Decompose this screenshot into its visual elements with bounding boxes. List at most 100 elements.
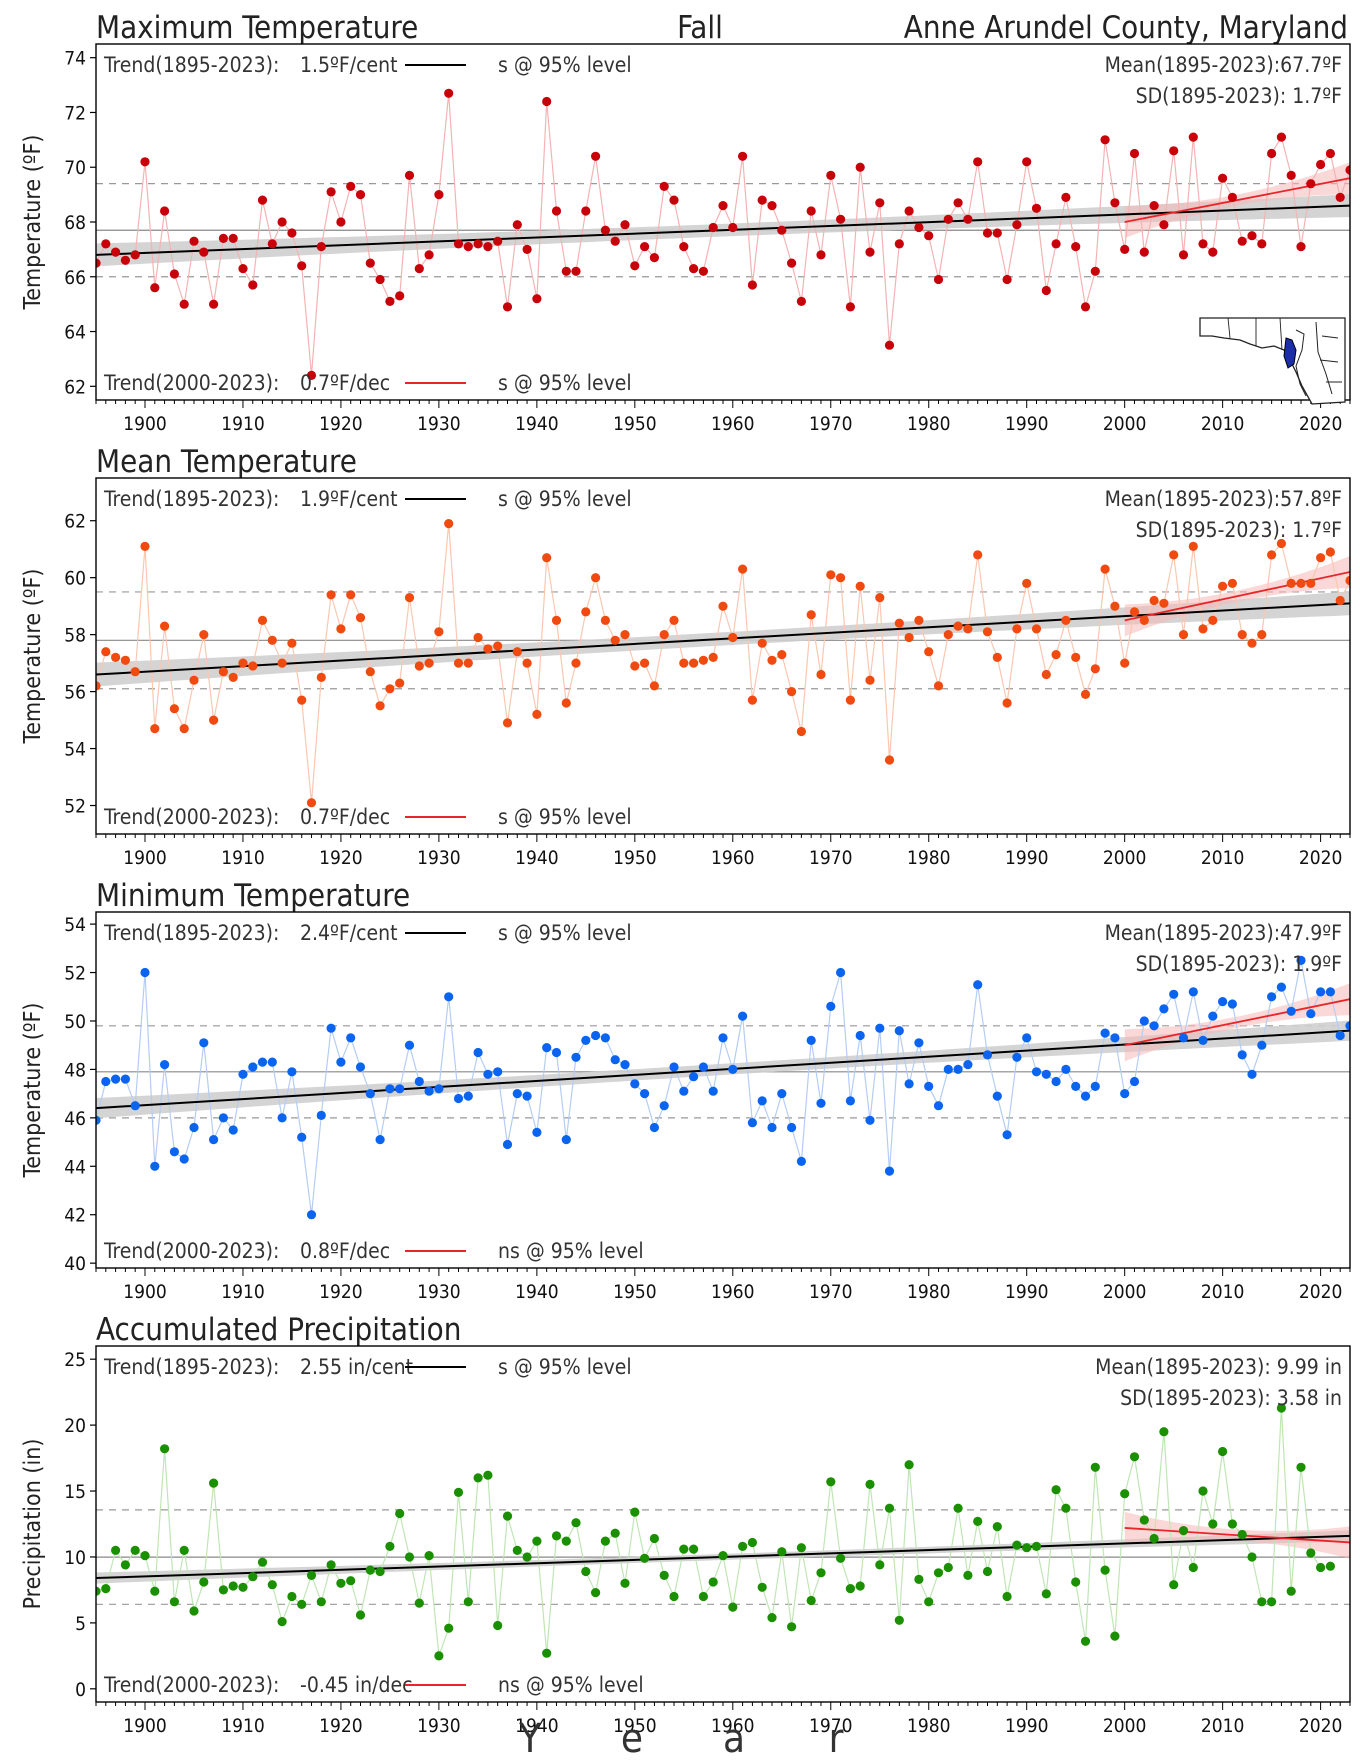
data-point bbox=[581, 607, 591, 617]
data-point bbox=[728, 632, 738, 643]
data-point bbox=[1139, 247, 1149, 257]
data-point bbox=[963, 624, 973, 634]
data-point bbox=[1247, 638, 1257, 648]
x-axis-letter-a: a bbox=[723, 1716, 745, 1760]
data-point bbox=[140, 1551, 150, 1561]
x-tick-label: 1950 bbox=[613, 1715, 657, 1737]
data-point bbox=[1022, 157, 1032, 167]
trend-recent-value: 0.8ºF/dec bbox=[300, 1239, 390, 1263]
data-point bbox=[875, 1560, 885, 1570]
data-point bbox=[591, 151, 601, 161]
data-point bbox=[1022, 1543, 1032, 1553]
x-tick-label: 2020 bbox=[1299, 1281, 1343, 1303]
data-point bbox=[796, 726, 807, 737]
data-point bbox=[209, 1135, 219, 1145]
data-point bbox=[689, 1072, 699, 1082]
x-tick-label: 1950 bbox=[613, 413, 657, 435]
data-point bbox=[669, 1062, 679, 1072]
x-tick-label: 1900 bbox=[123, 1281, 167, 1303]
data-point bbox=[943, 214, 953, 224]
y-tick-label: 58 bbox=[64, 625, 86, 647]
data-point bbox=[257, 1557, 268, 1567]
data-point bbox=[591, 1030, 601, 1041]
x-tick-label: 1910 bbox=[221, 847, 265, 869]
data-point bbox=[738, 1011, 748, 1021]
data-point bbox=[865, 247, 875, 257]
data-point bbox=[855, 581, 865, 591]
data-point bbox=[600, 615, 611, 626]
data-point bbox=[1090, 1081, 1100, 1091]
data-point bbox=[777, 1089, 787, 1099]
data-point bbox=[1267, 992, 1277, 1002]
data-point bbox=[1002, 698, 1012, 708]
data-point bbox=[101, 1584, 111, 1594]
panel-title: Accumulated Precipitation bbox=[96, 1312, 461, 1348]
data-point bbox=[199, 1038, 209, 1048]
data-point bbox=[787, 1122, 797, 1133]
panel-mean-temperature: Mean Temperature 52 54 56 58 60 62 1900 1910 1920… bbox=[20, 444, 1351, 869]
data-point bbox=[659, 630, 669, 640]
data-point bbox=[777, 1547, 787, 1557]
data-point bbox=[1012, 1052, 1022, 1062]
data-point bbox=[502, 302, 513, 312]
mean-value: Mean(1895-2023):67.7ºF bbox=[1105, 53, 1342, 77]
data-point bbox=[1159, 598, 1169, 608]
data-point bbox=[355, 1610, 366, 1620]
data-point bbox=[483, 644, 493, 654]
data-point bbox=[1022, 578, 1032, 589]
data-point bbox=[189, 1606, 199, 1616]
data-point bbox=[101, 647, 111, 657]
data-point bbox=[355, 190, 366, 200]
data-point bbox=[620, 630, 630, 640]
data-point bbox=[679, 658, 689, 668]
data-point bbox=[120, 255, 130, 265]
data-point bbox=[953, 621, 963, 631]
sd-value: SD(1895-2023): 1.7ºF bbox=[1136, 518, 1342, 542]
data-point bbox=[140, 157, 150, 167]
data-point bbox=[718, 201, 728, 211]
data-point bbox=[150, 724, 160, 734]
x-tick-label: 2000 bbox=[1103, 413, 1147, 435]
data-point bbox=[1051, 1485, 1061, 1495]
data-point bbox=[747, 695, 758, 705]
data-point bbox=[404, 170, 415, 180]
data-point bbox=[669, 195, 679, 205]
data-point bbox=[982, 228, 993, 238]
data-point bbox=[1071, 652, 1081, 663]
data-point bbox=[542, 553, 552, 563]
data-point bbox=[767, 1122, 777, 1133]
data-point bbox=[1110, 1033, 1120, 1043]
data-point bbox=[375, 1135, 385, 1145]
data-point bbox=[904, 632, 914, 643]
data-point bbox=[199, 247, 209, 257]
data-point bbox=[1012, 220, 1022, 230]
data-point bbox=[101, 1076, 111, 1087]
data-point bbox=[826, 1477, 836, 1487]
data-point bbox=[924, 1081, 934, 1091]
x-tick-label: 1920 bbox=[319, 413, 363, 435]
mean-value: Mean(1895-2023):47.9ºF bbox=[1105, 921, 1342, 945]
data-point bbox=[96, 1115, 101, 1125]
data-point bbox=[434, 190, 444, 200]
data-point bbox=[640, 1089, 650, 1099]
data-point bbox=[806, 206, 816, 216]
data-point bbox=[777, 650, 787, 660]
data-point bbox=[277, 217, 287, 227]
data-point bbox=[581, 206, 591, 216]
y-tick-label: 48 bbox=[64, 1059, 86, 1081]
data-point bbox=[1110, 601, 1120, 611]
data-point bbox=[1051, 239, 1061, 249]
plot-area bbox=[96, 955, 1350, 1220]
data-point bbox=[1276, 1403, 1286, 1413]
data-point bbox=[336, 1578, 346, 1588]
data-point bbox=[1286, 170, 1296, 180]
y-axis-label: Temperature (ºF) bbox=[20, 134, 46, 310]
data-point bbox=[111, 1074, 121, 1084]
y-tick-label: 25 bbox=[64, 1349, 86, 1371]
data-point bbox=[806, 1595, 816, 1606]
data-point bbox=[943, 1064, 953, 1074]
data-point bbox=[914, 1038, 924, 1048]
data-point bbox=[1100, 564, 1110, 574]
x-tick-label: 1900 bbox=[123, 413, 167, 435]
data-point bbox=[375, 274, 385, 285]
